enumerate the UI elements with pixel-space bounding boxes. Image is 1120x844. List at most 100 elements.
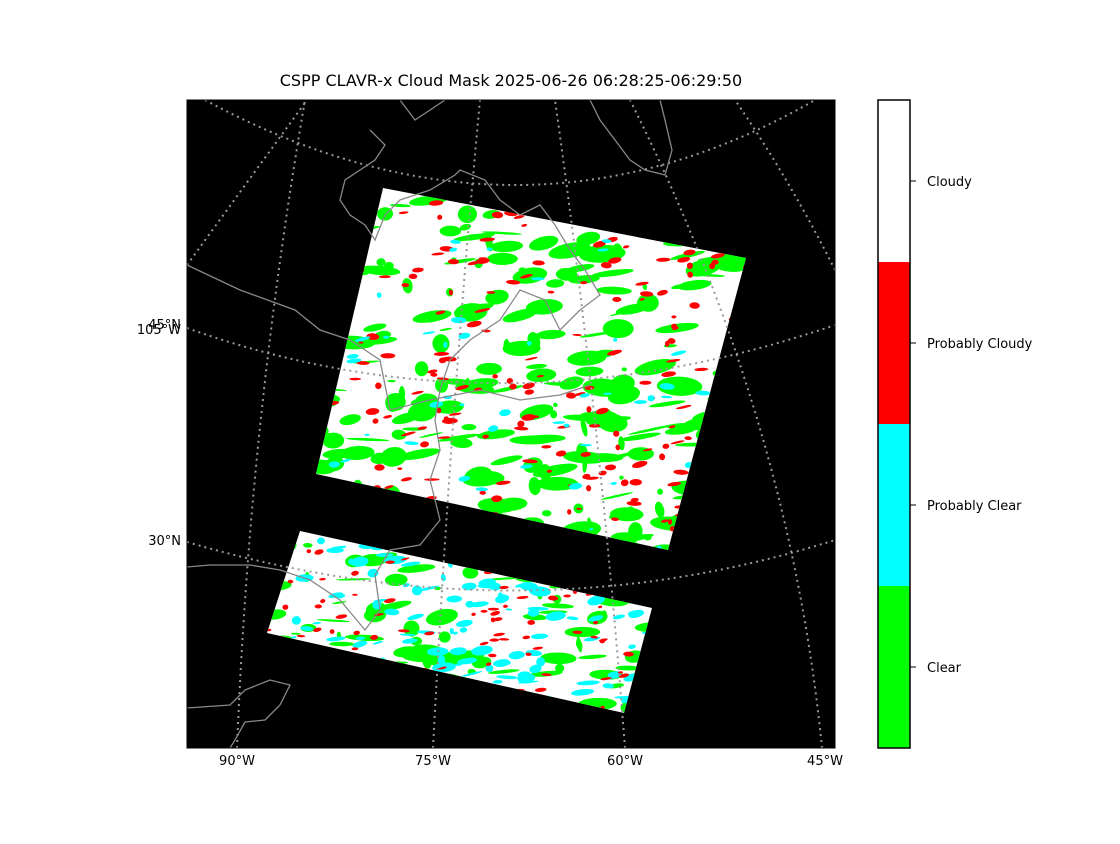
cloud-patch [524, 389, 535, 395]
cloud-patch [471, 645, 493, 656]
cloud-patch [437, 214, 443, 220]
cloud-patch [588, 423, 601, 428]
border [187, 264, 591, 411]
cloud-patch [385, 560, 395, 564]
cloud-patch [461, 671, 483, 677]
cloud-patch [566, 616, 579, 621]
cloud-patch [373, 598, 388, 603]
cloud-patch [628, 522, 643, 541]
cloud-patch [525, 434, 566, 443]
cloud-patch [519, 582, 539, 591]
cloud-patch [436, 407, 442, 414]
cloud-patch [522, 613, 547, 621]
cloud-patch [671, 283, 689, 290]
cloud-patch [572, 333, 582, 337]
cloud-patch [550, 410, 558, 419]
graticule [187, 100, 835, 748]
colorbar-label: Clear [927, 661, 962, 676]
cloud-patch [422, 331, 436, 335]
cloud-patch [613, 430, 620, 437]
cloud-patch [582, 378, 625, 397]
cloud-patch [437, 436, 451, 439]
cloud-patch [481, 231, 523, 235]
cloud-patch [487, 607, 500, 611]
cloud-patch [659, 453, 666, 461]
cloud-patch [634, 358, 676, 376]
cloud-patch [443, 416, 449, 421]
cloud-patch [375, 553, 394, 557]
cloud-patch [491, 495, 503, 502]
cloud-patch [640, 291, 654, 297]
cloud-patch [375, 382, 382, 390]
cloud-patch [461, 582, 477, 591]
cloud-patch [442, 356, 457, 362]
cloud-patch [488, 425, 499, 432]
cloud-patch [495, 594, 510, 604]
cloud-patch [555, 267, 578, 281]
cloud-patch [670, 250, 706, 260]
cloud-patch [403, 620, 420, 637]
cloud-patch [457, 657, 478, 665]
cloud-patch [428, 200, 444, 206]
cloud-patch [449, 647, 467, 656]
cloud-patch [564, 626, 601, 638]
cloud-patch [488, 653, 497, 658]
cloud-patch [387, 379, 396, 383]
cloud-patch [668, 425, 676, 429]
cloud-patch [448, 412, 462, 416]
cloud-patch [509, 383, 517, 390]
cloud-patch [479, 237, 496, 242]
cloud-patch [670, 440, 685, 445]
lon-label: 45°W [807, 754, 843, 769]
meridian [734, 100, 835, 271]
cloud-patch [372, 641, 384, 645]
cloud-patch [382, 335, 390, 339]
cloud-patch [589, 528, 594, 531]
cloud-patch [495, 480, 511, 486]
cloud-patch [329, 641, 355, 647]
cloud-patch [563, 423, 570, 428]
cloud-patch [424, 631, 435, 636]
cloud-patch [522, 635, 531, 640]
cloud-patch [633, 400, 648, 404]
cloud-patch [432, 334, 450, 353]
colorbar-segment [878, 424, 910, 586]
cloud-patch [339, 414, 361, 426]
cloud-patch [689, 302, 700, 309]
cloud-patch [590, 635, 598, 639]
cloud-patch [372, 418, 379, 424]
cloud-patch [446, 595, 462, 603]
cloud-patch [414, 361, 429, 377]
colorbar: Cloudy Probably Cloudy Probably Clear Clear [877, 99, 1033, 749]
cloud-patch [604, 464, 617, 471]
cloud-patch [541, 510, 552, 517]
coastline [187, 129, 601, 632]
cloud-patch [408, 273, 418, 280]
colorbar-segment [878, 586, 910, 748]
cloud-patch [610, 353, 616, 356]
cloud-patch [397, 629, 410, 633]
cloud-patch [459, 627, 468, 633]
cloud-patch [664, 426, 696, 435]
cloud-patch [451, 316, 467, 324]
cloud-patch [411, 390, 424, 395]
cloud-patch [493, 632, 505, 637]
cloud-patch [555, 663, 565, 673]
cloud-patch [400, 477, 413, 482]
cloud-patch [420, 441, 430, 448]
cloud-patch [506, 279, 521, 285]
cloud-patch [358, 341, 364, 344]
cloud-patch [398, 448, 441, 461]
cloud-patch [351, 570, 359, 576]
cloud-patch [345, 437, 390, 442]
cloud-patch [529, 415, 540, 419]
cloud-patch [503, 604, 508, 608]
cloud-patch [400, 557, 410, 561]
cloud-patch [528, 235, 559, 251]
cloud-patch [376, 292, 382, 298]
cloud-patch [579, 443, 592, 447]
cloud-patch [335, 593, 346, 599]
cloud-patch [352, 593, 358, 596]
cloud-patch [568, 482, 583, 490]
